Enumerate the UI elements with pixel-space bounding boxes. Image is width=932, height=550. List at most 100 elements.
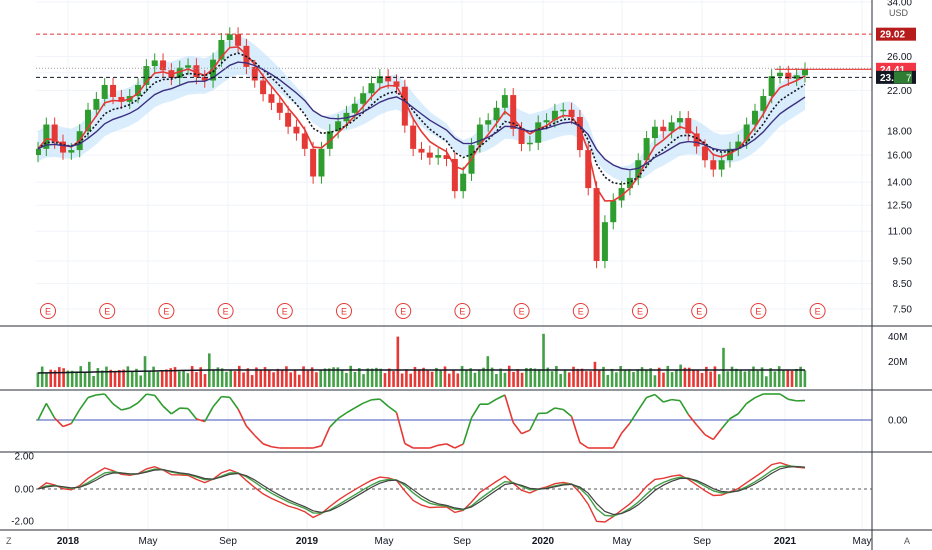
volume-bar — [272, 372, 275, 387]
volume-bar — [662, 373, 665, 387]
volume-bar — [589, 371, 592, 387]
volume-bar — [495, 374, 498, 387]
volume-tick-label: 20M — [888, 357, 907, 368]
volume-bar — [594, 362, 597, 387]
volume-bar — [182, 370, 185, 387]
rsi-segment — [755, 394, 763, 398]
candle-body — [494, 108, 500, 120]
volume-bar — [439, 370, 442, 387]
bollinger-band — [38, 36, 805, 183]
oscillator-slow-line — [38, 467, 805, 515]
candle-body — [602, 222, 608, 261]
volume-bar — [769, 368, 772, 387]
volume-bar — [307, 371, 310, 387]
rsi-segment — [705, 435, 713, 440]
candle-body — [368, 83, 374, 93]
volume-bar — [204, 374, 207, 387]
volume-bar — [722, 348, 725, 387]
volume-bar — [512, 372, 515, 387]
volume-bar — [555, 366, 558, 387]
candle-body — [410, 126, 416, 149]
candle-body — [35, 149, 41, 155]
earnings-label: E — [400, 307, 406, 317]
candle-body — [502, 95, 508, 108]
candle-body — [610, 200, 616, 222]
rsi-segment — [505, 395, 513, 423]
rsi-segment — [447, 444, 455, 448]
volume-bar — [259, 370, 262, 387]
candle-body — [102, 85, 108, 99]
volume-bar — [606, 375, 609, 387]
corner-right-label: A — [904, 536, 910, 546]
rsi-segment — [788, 399, 796, 401]
volume-bar — [619, 366, 622, 387]
volume-bar — [251, 375, 254, 387]
rsi-segment — [321, 427, 329, 446]
candle-body — [352, 104, 358, 113]
rsi-segment — [697, 425, 705, 435]
volume-bar — [165, 369, 168, 387]
time-tick-label: Sep — [453, 536, 471, 547]
volume-bar — [692, 369, 695, 387]
time-tick-label: Sep — [693, 536, 711, 547]
volume-bar — [435, 368, 438, 387]
candle-body — [594, 188, 600, 261]
volume-bar — [388, 369, 391, 387]
rsi-segment — [396, 412, 404, 443]
volume-bar — [409, 374, 412, 387]
rsi-segment — [205, 407, 213, 422]
volume-bar — [461, 366, 464, 387]
volume-bar — [118, 370, 121, 387]
volume-bar — [804, 370, 807, 387]
volume-bar — [319, 370, 322, 387]
volume-bar — [551, 371, 554, 387]
volume-bar — [152, 367, 155, 387]
price-tick-label: 16.00 — [887, 151, 912, 162]
rsi-segment — [730, 414, 738, 419]
candle-body — [802, 69, 808, 75]
volume-bar — [427, 371, 430, 387]
volume-bar — [675, 370, 678, 387]
rsi-segment — [563, 409, 571, 416]
volume-bar — [581, 369, 584, 387]
volume-bar — [58, 367, 61, 387]
volume-bar — [709, 372, 712, 387]
volume-bar — [345, 373, 348, 387]
candle-body — [652, 127, 658, 138]
volume-bar — [362, 374, 365, 387]
currency-label: USD — [889, 8, 909, 18]
candle-body — [544, 120, 550, 122]
volume-bar — [487, 356, 490, 387]
rsi-segment — [213, 397, 221, 407]
volume-bar — [448, 374, 451, 387]
candle-body — [485, 120, 491, 124]
oscillator-fast-line — [38, 463, 805, 522]
candle-body — [427, 153, 433, 158]
rsi-segment — [71, 410, 79, 424]
volume-bar — [469, 368, 472, 387]
volume-bar — [585, 371, 588, 387]
volume-bar — [157, 372, 160, 387]
volume-bar — [221, 368, 224, 387]
volume-bar — [457, 373, 460, 387]
candle-body — [277, 103, 283, 113]
volume-bar — [598, 370, 601, 387]
volume-bar — [401, 374, 404, 387]
volume-bar — [281, 370, 284, 387]
rsi-segment — [513, 423, 521, 434]
volume-bar — [679, 365, 682, 387]
volume-bar — [636, 369, 639, 387]
volume-bar — [529, 368, 532, 387]
volume-bar — [84, 372, 87, 387]
candle-body — [227, 34, 233, 40]
rsi-segment — [405, 444, 413, 448]
volume-bar — [795, 369, 798, 387]
volume-bar — [195, 372, 198, 387]
earnings-label: E — [223, 307, 229, 317]
candle-body — [293, 127, 299, 134]
volume-bar — [71, 371, 74, 387]
rsi-segment — [313, 446, 321, 448]
volume-bar — [148, 371, 151, 387]
volume-bar — [191, 366, 194, 387]
